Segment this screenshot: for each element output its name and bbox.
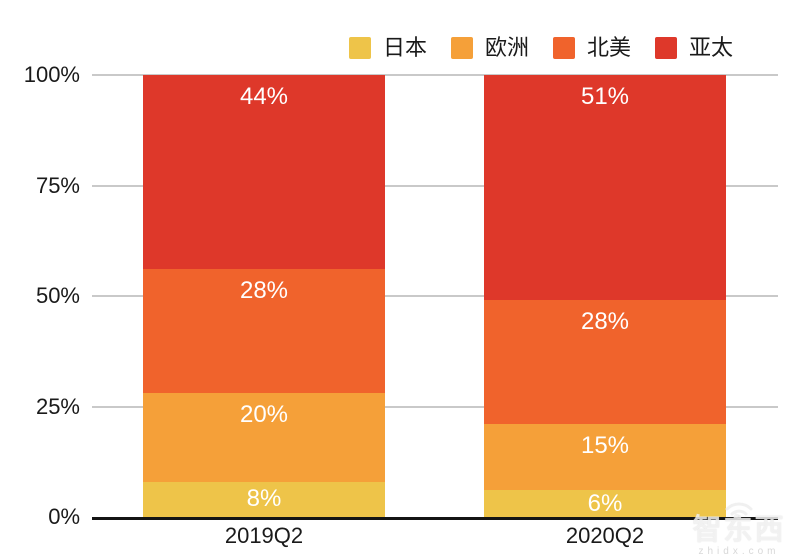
bar-segment: 6%: [484, 490, 726, 517]
y-axis-tick-label: 25%: [35, 393, 80, 419]
segment-value-label: 15%: [580, 432, 630, 460]
legend-item: 亚太: [655, 36, 733, 60]
segment-value-label: 20%: [239, 401, 289, 429]
gridline: [92, 405, 778, 408]
segment-value-label: 51%: [580, 83, 630, 110]
segment-value-label: 6%: [587, 489, 623, 517]
gridline: [92, 184, 778, 187]
y-axis-tick-label: 75%: [35, 172, 80, 198]
legend-item: 欧洲: [451, 36, 529, 60]
legend-item: 日本: [349, 36, 427, 60]
legend-swatch-icon: [349, 37, 371, 59]
bar-segment: 44%: [143, 75, 385, 270]
bar-2019Q2: 44% 28% 20% 8%: [143, 75, 385, 517]
gridline: [92, 74, 778, 76]
bar-segment: 28%: [484, 300, 726, 425]
legend-label: 日本: [383, 35, 428, 60]
x-axis: 2019Q2 2020Q2: [0, 523, 800, 553]
bar-segment: 20%: [143, 393, 385, 482]
chart-legend: 日本 欧洲 北美 亚太: [349, 36, 733, 60]
legend-label: 亚太: [689, 35, 734, 60]
segment-value-label: 28%: [239, 277, 289, 305]
legend-swatch-icon: [655, 37, 678, 59]
legend-label: 北美: [587, 35, 632, 60]
bar-segment: 15%: [484, 424, 726, 491]
y-axis-tick-label: 0%: [48, 504, 80, 529]
y-axis: 100% 75% 50% 25% 0%: [0, 0, 80, 559]
bar-segment: 51%: [484, 75, 726, 301]
y-axis-tick-label: 100%: [23, 62, 80, 87]
bar-2020Q2: 51% 28% 15% 6%: [484, 75, 726, 517]
x-axis-tick-label: 2020Q2: [565, 523, 645, 548]
legend-swatch-icon: [553, 37, 576, 59]
legend-swatch-icon: [451, 37, 474, 59]
plot-area: 44% 28% 20% 8% 51% 28% 15% 6%: [92, 74, 778, 520]
segment-value-label: 28%: [580, 308, 630, 336]
legend-item: 北美: [553, 36, 631, 60]
bar-segment: 28%: [143, 269, 385, 394]
bar-segment: 8%: [143, 481, 385, 517]
x-axis-tick-label: 2019Q2: [224, 523, 304, 548]
legend-label: 欧洲: [485, 35, 530, 60]
segment-value-label: 8%: [246, 485, 282, 513]
segment-value-label: 44%: [239, 83, 289, 110]
y-axis-tick-label: 50%: [35, 283, 80, 308]
gridline: [92, 295, 778, 297]
